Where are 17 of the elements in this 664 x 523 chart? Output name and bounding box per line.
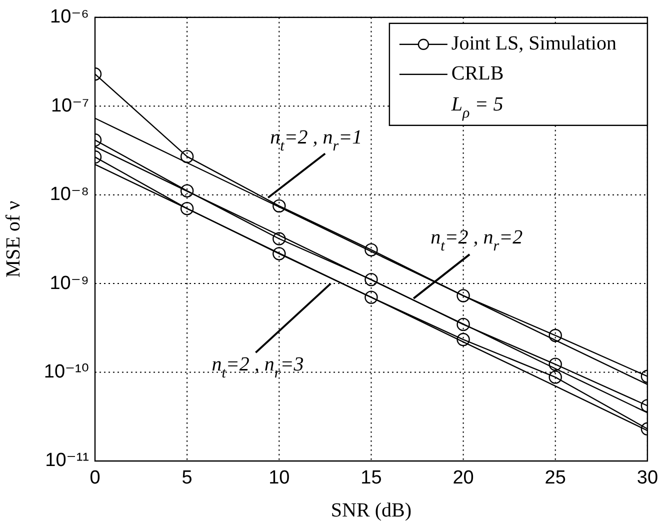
y-tick-label: 10⁻⁶ (50, 6, 89, 28)
y-tick-label: 10⁻⁸ (50, 184, 89, 206)
x-axis-title: SNR (dB) (330, 499, 412, 522)
x-tick-label: 15 (360, 468, 382, 489)
x-tick-label: 0 (90, 468, 100, 489)
legend-label: CRLB (451, 62, 504, 85)
x-tick-label: 20 (452, 468, 474, 489)
y-tick-label: 10⁻¹¹ (45, 450, 89, 472)
x-tick-label: 5 (182, 468, 192, 489)
y-tick-label: 10⁻¹⁰ (44, 362, 89, 383)
legend-label: Joint LS, Simulation (451, 32, 616, 55)
x-tick-label: 30 (636, 468, 658, 489)
x-tick-label: 25 (544, 468, 566, 489)
y-tick-label: 10⁻⁹ (50, 272, 89, 294)
y-axis-title: MSE of ν (2, 200, 24, 278)
x-tick-label: 10 (268, 468, 290, 489)
y-tick-label: 10⁻⁷ (50, 95, 90, 116)
